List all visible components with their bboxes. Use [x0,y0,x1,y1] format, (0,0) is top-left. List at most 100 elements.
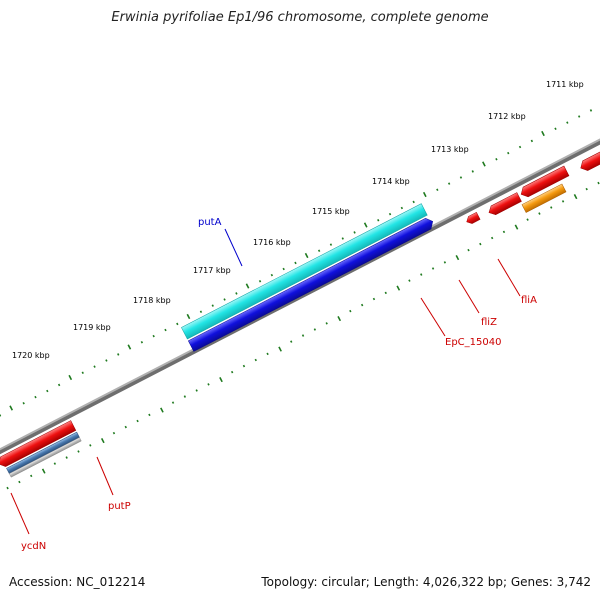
inner-tick [41,468,46,474]
gene-fliZ[interactable] [487,192,522,217]
outer-tick [518,145,522,149]
outer-tick [258,279,262,283]
gene-label-putP[interactable]: putP [108,501,131,512]
tick-label-1711: 1711 kbp [546,80,584,89]
outer-tick [447,182,451,185]
inner-tick [290,340,293,343]
outer-tick [22,401,25,405]
outer-tick [507,151,510,155]
inner-tick [384,291,387,295]
tick-label-1719: 1719 kbp [73,323,111,332]
outer-tick [541,130,545,137]
fliA-leader-line [497,258,521,297]
inner-tick [349,309,352,313]
inner-tick [195,389,198,392]
gene-fliZ-cds[interactable] [521,183,567,213]
gene-fliA[interactable] [578,138,600,173]
outer-tick [294,261,297,265]
tick-labels: 1711 kbp 1712 kbp 1713 kbp 1714 kbp 1715… [12,80,584,360]
outer-tick [317,249,321,252]
tick-label-1720: 1720 kbp [12,351,50,360]
inner-tick [100,438,105,444]
EpC_15040-leader-line [420,297,446,337]
gene-EpC_15040[interactable] [465,211,481,225]
inner-tick [65,456,68,459]
putA-leader-line [224,228,243,267]
outer-tick [471,170,474,173]
inner-tick [526,218,529,221]
gene-label-putA[interactable]: putA [198,217,222,228]
outer-tick [186,313,191,320]
inner-tick [254,358,257,362]
outer-tick [0,414,2,417]
gene-label-fliA[interactable]: fliA [521,295,537,306]
outer-tick [566,121,569,124]
inner-tick [514,224,519,230]
map-title: Erwinia pyrifoliae Ep1/96 chromosome, co… [111,10,489,25]
tick-label-1718: 1718 kbp [133,296,171,305]
outer-tick [127,344,132,350]
inner-tick [337,316,342,322]
outer-tick [329,243,333,246]
inner-tick [242,364,246,368]
outer-tick [105,359,108,362]
inner-tick [490,236,494,240]
gene-putA[interactable] [181,203,428,340]
outer-tick [152,334,155,338]
outer-tick [495,157,498,161]
outer-tick [93,365,96,368]
gene-label-fliZ[interactable]: fliZ [481,317,497,328]
outer-tick [140,340,144,344]
inner-tick [183,395,187,398]
outer-tick [422,191,427,198]
outer-tick [459,176,463,179]
outer-tick [245,283,250,289]
tick-label-1712: 1712 kbp [488,112,526,121]
outer-tick [9,405,14,411]
outer-tick [199,310,203,313]
inner-tick [53,462,57,465]
inner-tick [89,444,92,447]
inner-tick [431,267,435,270]
outer-tick [164,328,167,332]
gene-fliA-upstream[interactable] [519,165,570,199]
outer-tick [436,188,439,191]
outer-tick [211,304,214,307]
gene-label-ycdN[interactable]: ycdN [21,541,46,552]
inner-tick [171,401,175,404]
inner-tick [6,486,9,490]
inner-tick [502,230,506,234]
chromosome-backbone [0,103,600,493]
inner-tick [18,480,21,484]
inner-tick [467,248,470,252]
outer-tick [400,206,404,210]
inner-tick [219,377,223,383]
outer-tick [554,127,557,130]
gene-label-EpC_15040[interactable]: EpC_15040 [445,337,501,348]
tick-label-1714: 1714 kbp [372,177,410,186]
outer-tick [304,252,309,259]
outer-tick [377,218,380,222]
inner-tick [585,187,588,191]
gene-putP-rna[interactable] [9,437,82,478]
tick-label-1716: 1716 kbp [253,238,291,247]
gene-putP[interactable] [0,420,77,469]
inner-tick-ruler [6,181,600,490]
inner-tick [313,328,317,331]
inner-tick [573,194,578,200]
outer-tick [412,200,415,204]
inner-tick [160,407,164,413]
outer-tick [482,161,486,167]
inner-tick [30,474,33,478]
inner-tick [396,285,401,291]
putP-leader-line [96,456,114,496]
inner-tick [301,334,305,337]
inner-tick [325,322,328,325]
gene-putA-cds[interactable] [187,216,435,352]
outer-tick [388,212,392,216]
inner-tick [538,212,541,215]
outer-tick [270,273,274,277]
outer-tick [223,298,226,301]
inner-tick [77,450,80,453]
outer-tick [589,109,593,112]
